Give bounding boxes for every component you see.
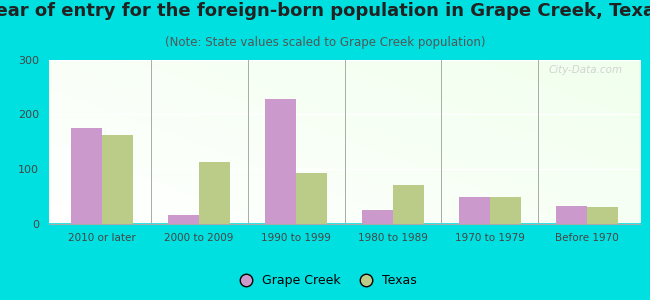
Bar bbox=[265, 99, 296, 224]
Legend: Grape Creek, Texas: Grape Creek, Texas bbox=[228, 269, 422, 292]
Bar bbox=[71, 128, 102, 224]
Bar bbox=[459, 197, 490, 224]
Text: Year of entry for the foreign-born population in Grape Creek, Texas: Year of entry for the foreign-born popul… bbox=[0, 2, 650, 20]
Bar bbox=[587, 207, 618, 224]
Bar bbox=[168, 215, 199, 223]
Bar bbox=[296, 173, 327, 224]
Text: (Note: State values scaled to Grape Creek population): (Note: State values scaled to Grape Cree… bbox=[164, 36, 486, 49]
Bar bbox=[556, 206, 587, 224]
Text: City-Data.com: City-Data.com bbox=[549, 65, 623, 75]
Bar bbox=[490, 197, 521, 224]
Bar bbox=[102, 135, 133, 224]
Bar bbox=[199, 163, 230, 224]
Bar bbox=[362, 210, 393, 224]
Bar bbox=[393, 185, 424, 224]
